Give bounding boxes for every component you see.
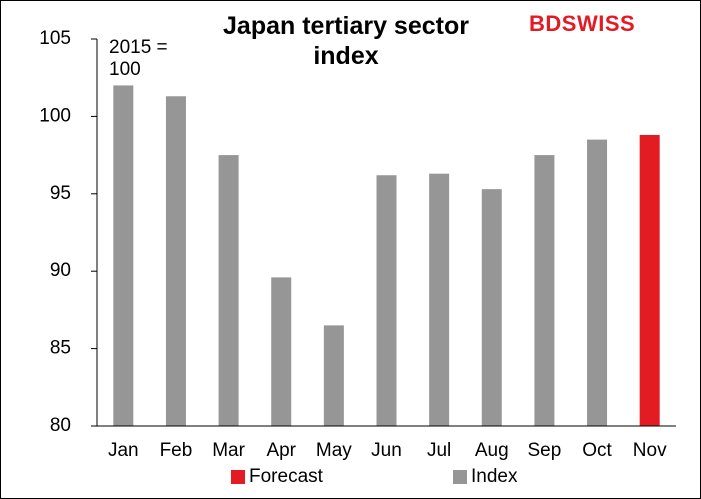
bar: [113, 85, 134, 426]
x-tick-label: Apr: [266, 440, 296, 461]
x-tick-label: May: [316, 440, 352, 461]
x-tick-label: Jan: [108, 440, 139, 461]
y-tick-label: 90: [50, 260, 71, 281]
legend-label: Index: [471, 466, 518, 487]
legend-label: Forecast: [249, 466, 324, 487]
logo: BDSWISS: [529, 11, 636, 36]
bar: [481, 189, 502, 426]
legend-swatch: [231, 470, 245, 484]
x-tick-label: Nov: [633, 440, 667, 461]
y-tick-label: 105: [39, 28, 71, 49]
x-tick-label: Oct: [582, 440, 612, 461]
y-tick-label: 85: [50, 338, 71, 359]
bar: [587, 139, 608, 426]
legend-swatch: [453, 470, 467, 484]
x-tick-label: Aug: [475, 440, 509, 461]
x-tick-label: Jun: [371, 440, 402, 461]
x-tick-label: Mar: [212, 440, 245, 461]
chart-title: Japan tertiary sector index: [223, 12, 469, 70]
bar: [639, 134, 660, 426]
bar: [376, 175, 397, 426]
x-tick-label: Sep: [528, 440, 562, 461]
bar: [218, 155, 239, 426]
y-tick-label: 95: [50, 183, 71, 204]
bar: [271, 277, 292, 426]
bar: [323, 325, 344, 426]
bar: [429, 173, 450, 426]
x-tick-label: Feb: [160, 440, 193, 461]
x-tick-label: Jul: [427, 440, 451, 461]
bar: [165, 96, 186, 426]
bar: [534, 155, 555, 426]
annotation: 2015 = 100: [109, 37, 168, 80]
y-tick-label: 80: [50, 415, 71, 436]
y-tick-label: 100: [39, 105, 71, 126]
